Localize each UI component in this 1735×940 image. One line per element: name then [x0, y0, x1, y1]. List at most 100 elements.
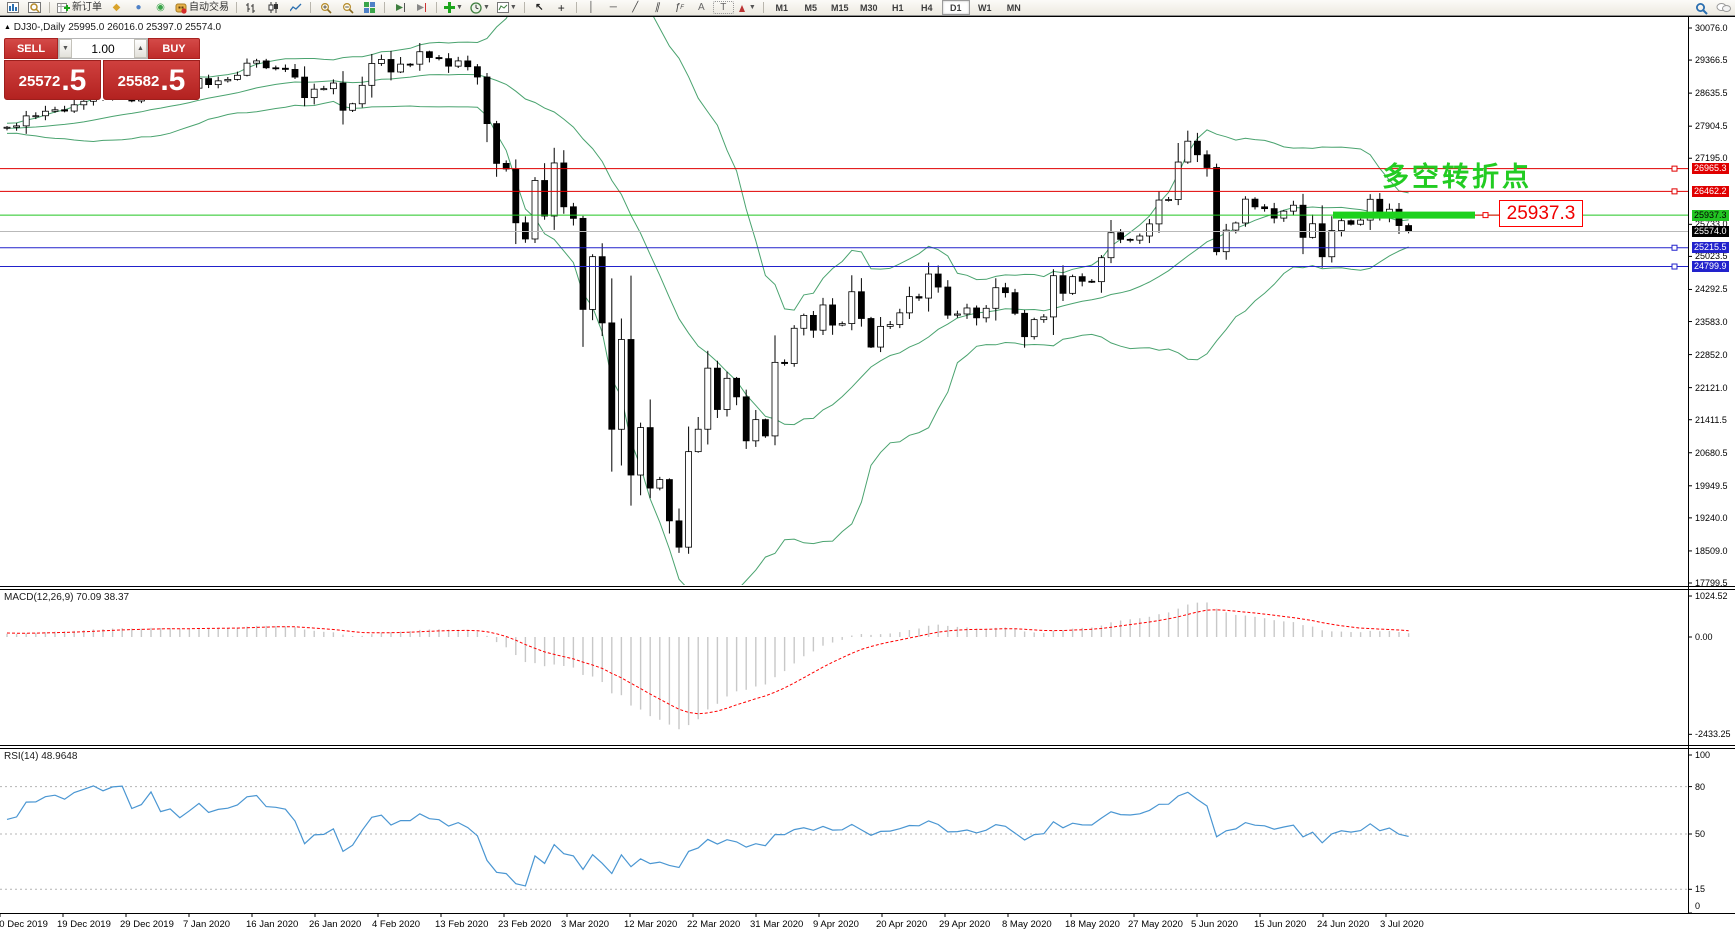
callout-drag-handle[interactable] [1482, 212, 1489, 219]
timeframe-m15[interactable]: M15 [830, 2, 849, 13]
timeframe-m30[interactable]: M30 [859, 2, 878, 13]
candle-body [1366, 198, 1374, 221]
candle-body [377, 59, 385, 64]
hline-drag-handle[interactable] [1671, 244, 1678, 251]
candle-body [637, 427, 644, 476]
hline-drag-handle[interactable] [1671, 188, 1678, 195]
rsi-line [6, 785, 1409, 887]
candle-body [522, 222, 529, 240]
timeframe-w1[interactable]: W1 [978, 2, 992, 13]
candle-body [963, 307, 971, 315]
trendline-button[interactable]: ╱ [632, 1, 639, 13]
candle-body [1290, 204, 1297, 212]
text-button[interactable]: A [697, 1, 705, 13]
buy-button[interactable]: BUY [148, 38, 200, 59]
turning-point-annotation[interactable]: 多空转折点 [1382, 162, 1532, 192]
timeframe-h1[interactable]: H1 [891, 2, 904, 13]
volume-input[interactable] [72, 39, 134, 58]
candle-body [1069, 276, 1076, 294]
timeframe-m5[interactable]: M5 [804, 2, 817, 13]
candle-body [800, 314, 808, 329]
candle-body [531, 180, 539, 240]
timeframe-d1[interactable]: D1 [941, 0, 970, 15]
candle-body [1126, 238, 1134, 241]
buy-price[interactable]: 25582.5 [103, 60, 200, 100]
candle-body [22, 115, 30, 127]
tile-windows-button[interactable] [359, 0, 380, 16]
zoom-out-button[interactable] [337, 0, 358, 16]
candle-body [1213, 167, 1220, 253]
chart-shift-button[interactable] [411, 0, 432, 16]
algo-trading-button[interactable]: 自动交易 [172, 0, 232, 16]
horizontal-line-button[interactable]: ─ [609, 1, 617, 13]
candle-body [550, 162, 558, 217]
candle-body [598, 256, 606, 324]
timeframe-m1[interactable]: M1 [775, 2, 788, 13]
new-chart-icon[interactable] [2, 0, 23, 16]
candle-body [618, 339, 625, 430]
price-callout-label[interactable]: 25937.3 [1499, 200, 1583, 227]
candle-body [1059, 275, 1067, 294]
candle-body [915, 296, 923, 299]
equidistant-channel-button[interactable]: ∥ [653, 1, 662, 13]
timeframe-h4[interactable]: H4 [920, 2, 933, 13]
chat-icon[interactable] [1716, 2, 1731, 14]
text-label-button[interactable]: T [712, 1, 734, 14]
candle-body [934, 273, 942, 288]
hline-drag-handle[interactable] [1671, 263, 1678, 270]
line-chart-button[interactable] [285, 0, 306, 16]
candlestick-chart-button[interactable] [263, 0, 284, 16]
data-window-icon[interactable] [24, 0, 45, 16]
candle-body [320, 88, 328, 91]
bars-chart-button[interactable] [241, 0, 262, 16]
candle-body [560, 162, 568, 208]
styler-icon[interactable]: ◆ [112, 1, 121, 13]
candle-body [1251, 198, 1259, 208]
candle-body [502, 162, 510, 170]
candle-body [310, 88, 318, 99]
new-order-button[interactable]: 新订单 [54, 0, 105, 16]
periods-clock-button[interactable]: ▼ [467, 0, 493, 16]
collapse-triangle-icon[interactable]: ▲ [4, 24, 11, 31]
sell-button[interactable]: SELL [4, 38, 58, 59]
crosshair-button[interactable]: + [557, 0, 565, 15]
trend-segment-object[interactable] [1333, 211, 1475, 219]
candle-body [493, 123, 501, 164]
candle-body [627, 339, 635, 476]
candle-body [1222, 229, 1230, 253]
indicators-button[interactable]: ▼ [441, 0, 466, 16]
auto-scroll-button[interactable] [389, 0, 410, 16]
candle-body [224, 79, 232, 82]
volume-decrease-button[interactable]: ▼ [59, 39, 72, 58]
candle-body [1165, 199, 1172, 201]
candle-body [70, 104, 78, 112]
hline-drag-handle[interactable] [1671, 165, 1678, 172]
candle-body [1203, 154, 1211, 168]
cursor-button[interactable]: ↖ [535, 1, 544, 13]
candle-body [819, 304, 827, 331]
candle-body [339, 82, 347, 111]
timeframe-mn[interactable]: MN [1006, 2, 1021, 13]
bollinger-lower-band [6, 100, 1409, 585]
zoom-in-button[interactable] [315, 0, 336, 16]
candle-body [1021, 312, 1028, 338]
candle-body [810, 314, 817, 331]
arrows-button[interactable]: ▼ [735, 0, 759, 16]
volume-increase-button[interactable]: ▲ [134, 39, 147, 58]
candle-body [1146, 223, 1153, 237]
candle-body [253, 60, 261, 64]
candle-body [992, 287, 1000, 309]
candle-body [61, 109, 68, 112]
templates-button[interactable]: ▼ [494, 0, 520, 16]
candle-body [877, 325, 884, 348]
search-icon[interactable] [1695, 2, 1708, 15]
candle-body [205, 78, 213, 86]
sell-price[interactable]: 25572.5 [4, 60, 101, 100]
notifications-icon[interactable]: ◉ [156, 1, 165, 13]
candle-body [1184, 140, 1192, 163]
community-icon[interactable]: ● [135, 1, 142, 13]
candle-body [416, 51, 424, 65]
vertical-line-button[interactable]: │ [588, 1, 595, 13]
